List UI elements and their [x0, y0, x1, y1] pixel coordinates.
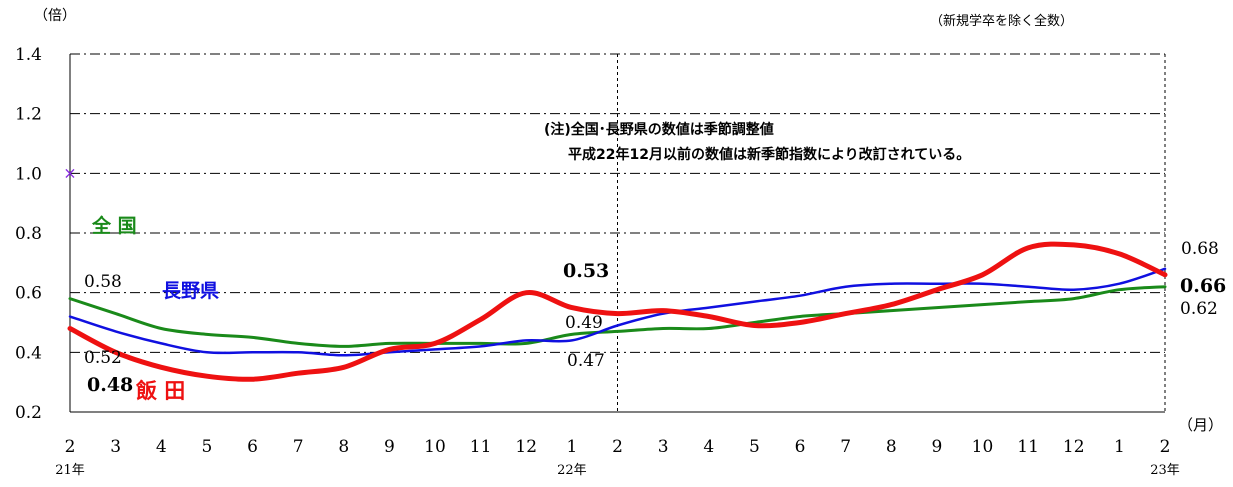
x-tick-label: 8 — [886, 437, 897, 457]
series-lines — [67, 241, 1168, 382]
x-tick-label: 6 — [795, 437, 806, 457]
x-tick-label: 11 — [470, 437, 492, 457]
x-tick-label: 3 — [110, 437, 121, 457]
series-name-0: 全 国 — [91, 214, 137, 237]
y-tick-label: 0.8 — [15, 224, 42, 244]
data-label: 0.53 — [563, 260, 609, 282]
x-tick-label: 6 — [247, 437, 258, 457]
y-tick-label: 1.4 — [15, 45, 42, 65]
x-tick-label: 10 — [424, 437, 446, 457]
year-label: 23年 — [1150, 463, 1180, 478]
zenkoku-line — [68, 285, 1167, 348]
data-label: 0.66 — [1180, 275, 1226, 297]
x-tick-label: 5 — [201, 437, 212, 457]
x-tick-label: 11 — [1017, 437, 1039, 457]
annotation-line-1: (注)全国･長野県の数値は季節調整値 — [544, 121, 774, 138]
data-label: 0.49 — [565, 313, 603, 333]
x-tick-label: 12 — [515, 437, 537, 457]
x-tick-label: 12 — [1063, 437, 1085, 457]
data-label: 0.52 — [84, 348, 122, 368]
grid — [70, 53, 1166, 412]
marker-x: × — [63, 163, 76, 182]
x-tick-label: 10 — [972, 437, 994, 457]
x-tick-label: 2 — [1160, 437, 1171, 457]
annotation-line-2: 平成22年12月以前の数値は新季節指数により改訂されている。 — [568, 146, 970, 163]
series-name-2: 飯 田 — [135, 379, 185, 403]
data-label: 0.47 — [567, 351, 605, 371]
series-name-1: 長野県 — [162, 280, 219, 302]
x-tick-label: 2 — [612, 437, 623, 457]
x-tick-label: 5 — [749, 437, 760, 457]
year-label: 21年 — [55, 463, 85, 478]
x-tick-label: 4 — [703, 437, 714, 457]
y-tick-label: 1.0 — [15, 164, 42, 184]
data-label: 0.58 — [84, 272, 122, 292]
y-tick-label: 0.2 — [15, 403, 42, 423]
y-tick-label: 0.6 — [15, 284, 42, 304]
x-tick-label: 7 — [293, 437, 304, 457]
x-unit-label: （月） — [1178, 416, 1223, 434]
x-tick-label: 2 — [65, 437, 76, 457]
top-right-note: （新規学卒を除く全数） — [930, 13, 1073, 29]
data-label: 0.48 — [87, 374, 133, 396]
y-tick-label: 1.2 — [15, 105, 42, 125]
x-tick-label: 1 — [1114, 437, 1125, 457]
x-tick-label: 1 — [566, 437, 577, 457]
x-tick-label: 9 — [384, 437, 395, 457]
y-unit-label: （倍） — [34, 8, 76, 24]
y-tick-label: 0.4 — [15, 343, 42, 363]
x-tick-label: 8 — [338, 437, 349, 457]
iida-line — [67, 241, 1168, 382]
data-label: 0.68 — [1181, 239, 1219, 259]
data-label: 0.62 — [1180, 299, 1218, 319]
x-tick-label: 9 — [931, 437, 942, 457]
year-label: 22年 — [557, 463, 587, 478]
x-tick-label: 7 — [840, 437, 851, 457]
axes: 0.20.40.60.81.01.21.42 3 4 5 6 7 8 9 10 11 12 1 2 3 4 5… — [15, 45, 1180, 478]
nagano-line — [68, 267, 1167, 357]
x-tick-label: 3 — [658, 437, 669, 457]
x-tick-label: 4 — [156, 437, 167, 457]
